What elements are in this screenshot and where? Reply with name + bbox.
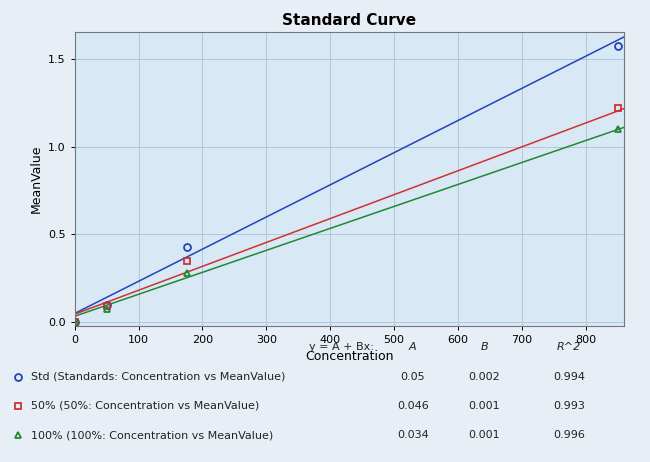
Text: 0.993: 0.993 [552, 401, 585, 411]
Text: B: B [480, 342, 488, 353]
Text: 0.034: 0.034 [397, 430, 428, 440]
Text: 0.05: 0.05 [400, 371, 425, 382]
Text: 0.001: 0.001 [469, 401, 500, 411]
Text: 0.001: 0.001 [469, 430, 500, 440]
Text: Std (Standards: Concentration vs MeanValue): Std (Standards: Concentration vs MeanVal… [31, 371, 285, 382]
Text: y = A + Bx:: y = A + Bx: [309, 342, 374, 353]
Title: Standard Curve: Standard Curve [282, 13, 417, 28]
Text: 0.002: 0.002 [469, 371, 500, 382]
Text: 0.994: 0.994 [552, 371, 585, 382]
Text: 100% (100%: Concentration vs MeanValue): 100% (100%: Concentration vs MeanValue) [31, 430, 274, 440]
Text: A: A [409, 342, 417, 353]
Text: 0.996: 0.996 [552, 430, 585, 440]
Text: 0.046: 0.046 [397, 401, 428, 411]
Text: 50% (50%: Concentration vs MeanValue): 50% (50%: Concentration vs MeanValue) [31, 401, 259, 411]
Y-axis label: MeanValue: MeanValue [29, 145, 42, 213]
X-axis label: Concentration: Concentration [305, 350, 394, 363]
Text: R^2: R^2 [556, 342, 581, 353]
